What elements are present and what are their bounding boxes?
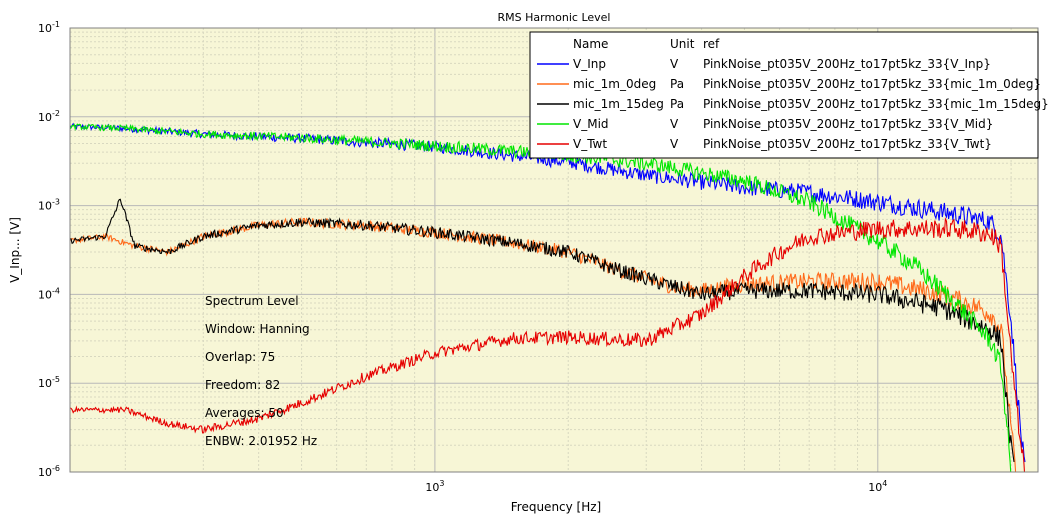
legend-unit: V: [670, 57, 679, 71]
y-tick-label: 10-1: [38, 20, 60, 35]
y-tick-label: 10-2: [38, 109, 60, 124]
series-line-v-inp[interactable]: [70, 122, 1026, 463]
legend-name: mic_1m_15deg: [573, 97, 664, 111]
y-tick-label: 10-6: [38, 464, 60, 479]
legend-name: mic_1m_0deg: [573, 77, 656, 91]
y-tick-label: 10-4: [38, 286, 60, 301]
chart-title: RMS Harmonic Level: [497, 11, 610, 24]
legend-box: [529, 31, 1039, 159]
analysis-settings: Spectrum Level Window: Hanning Overlap: …: [205, 294, 317, 448]
annotation-overlap: Overlap: 75: [205, 350, 275, 364]
legend-ref: PinkNoise_pt035V_200Hz_to17pt5kz_33{mic_…: [703, 77, 1041, 91]
annotation-window: Window: Hanning: [205, 322, 310, 336]
annotation-freedom: Freedom: 82: [205, 378, 280, 392]
legend-name: V_Twt: [573, 137, 607, 151]
y-tick-label: 10-3: [38, 198, 60, 213]
legend-name: V_Inp: [573, 57, 606, 71]
legend-unit: Pa: [670, 77, 684, 91]
series-line-mic-1m-0deg[interactable]: [70, 217, 1017, 477]
legend-unit: V: [670, 117, 679, 131]
tick-labels: 10-6 10-5 10-4 10-3 10-2 10-1 103 104: [38, 20, 887, 494]
series-line-v-twt[interactable]: [70, 217, 1026, 481]
legend-name: V_Mid: [573, 117, 609, 131]
legend-header-unit: Unit: [670, 37, 695, 51]
legend-ref: PinkNoise_pt035V_200Hz_to17pt5kz_33{V_Tw…: [703, 137, 992, 151]
x-tick-label: 104: [868, 479, 887, 494]
annotation-spectrum-level: Spectrum Level: [205, 294, 299, 308]
legend-ref: PinkNoise_pt035V_200Hz_to17pt5kz_33{V_Mi…: [703, 117, 993, 131]
legend-entry-mic-1m-0deg[interactable]: mic_1m_0deg Pa PinkNoise_pt035V_200Hz_to…: [537, 77, 1041, 91]
legend-entry-v-twt[interactable]: V_Twt V PinkNoise_pt035V_200Hz_to17pt5kz…: [537, 137, 992, 151]
legend-entry-v-inp[interactable]: V_Inp V PinkNoise_pt035V_200Hz_to17pt5kz…: [537, 57, 991, 71]
legend-header-ref: ref: [703, 37, 720, 51]
y-axis-label: V_Inp... [V]: [8, 217, 22, 283]
x-axis-label: Frequency [Hz]: [511, 500, 602, 514]
legend-header-name: Name: [573, 37, 608, 51]
legend[interactable]: Name Unit ref V_Inp V PinkNoise_pt035V_2…: [529, 31, 1049, 159]
legend-ref: PinkNoise_pt035V_200Hz_to17pt5kz_33{mic_…: [703, 97, 1049, 111]
plot-border: [69, 27, 1039, 473]
legend-unit: V: [670, 137, 679, 151]
annotation-enbw: ENBW: 2.01952 Hz: [205, 434, 317, 448]
legend-entry-v-mid[interactable]: V_Mid V PinkNoise_pt035V_200Hz_to17pt5kz…: [537, 117, 993, 131]
series-line-mic-1m-15deg[interactable]: [70, 198, 1015, 462]
legend-ref: PinkNoise_pt035V_200Hz_to17pt5kz_33{V_In…: [703, 57, 991, 71]
legend-entry-mic-1m-15deg[interactable]: mic_1m_15deg Pa PinkNoise_pt035V_200Hz_t…: [537, 97, 1049, 111]
x-tick-label: 103: [425, 479, 444, 494]
legend-unit: Pa: [670, 97, 684, 111]
annotation-averages: Averages: 50: [205, 406, 284, 420]
y-tick-label: 10-5: [38, 375, 60, 390]
